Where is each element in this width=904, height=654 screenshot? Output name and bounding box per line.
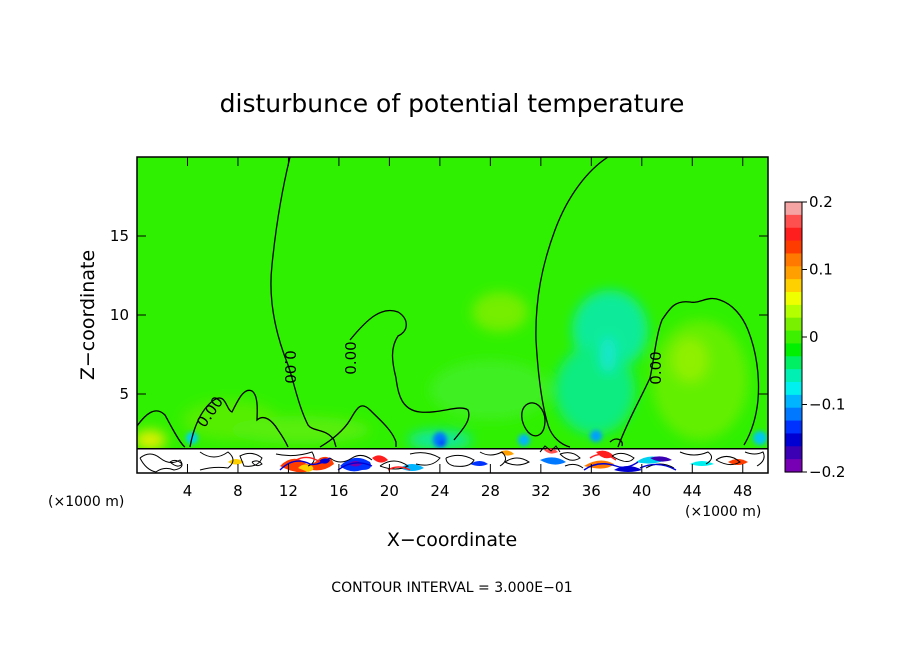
contour-zero-left	[137, 410, 186, 448]
contour-label: 0.00	[647, 351, 665, 384]
x-tick-label: 40	[632, 482, 651, 500]
x-axis-label: X−coordinate	[387, 529, 517, 551]
contour-zero-hook	[319, 405, 397, 448]
colorbar-swatch	[785, 214, 802, 229]
svg-text:0.00: 0.00	[647, 351, 665, 384]
colorbar-swatch	[785, 446, 802, 460]
colorbar-swatch	[785, 227, 802, 242]
y-axis-label: Z−coordinate	[77, 250, 99, 380]
x-tick-label: 48	[733, 482, 752, 500]
x-axis-ticks: 4 8 12 16 20 24 28 32 36 40 44 48	[183, 157, 752, 500]
x-tick-label: 24	[430, 482, 449, 500]
colorbar-swatch	[785, 202, 802, 216]
x-tick-label: 32	[531, 482, 550, 500]
contour-zero-blob-b	[609, 438, 623, 447]
contour-zero-blob-a	[521, 402, 546, 437]
x-tick-label: 44	[683, 482, 702, 500]
chart-title: disturbunce of potential temperature	[220, 89, 685, 118]
colorbar-swatch	[785, 459, 802, 473]
colorbar-swatch	[785, 317, 802, 332]
colorbar-swatch	[785, 382, 802, 396]
colorbar-tick-label: 0.2	[809, 193, 833, 211]
plot-area: 0.00 0.00 0.00 0.00	[137, 157, 768, 473]
colorbar: 0.2 0.1 0 −0.1 −0.2	[784, 193, 845, 481]
x-tick-label: 4	[183, 482, 193, 500]
contour-zero-dome	[270, 157, 337, 448]
y-tick-label: 10	[110, 306, 129, 324]
contour-interval-note: CONTOUR INTERVAL = 3.000E−01	[331, 580, 572, 596]
colorbar-swatch	[785, 253, 802, 267]
colorbar-swatch	[785, 343, 802, 357]
colorbar-swatch	[785, 292, 802, 306]
colorbar-swatch	[785, 433, 802, 447]
x-unit-left: (×1000 m)	[48, 494, 124, 510]
field-anomalies	[137, 290, 748, 450]
x-unit-right: (×1000 m)	[685, 504, 761, 520]
colorbar-tick-label: 0	[809, 328, 819, 346]
x-tick-label: 36	[582, 482, 601, 500]
contour-zero-small	[189, 389, 289, 448]
colorbar-swatch	[785, 304, 802, 319]
svg-text:0.00: 0.00	[281, 350, 299, 383]
x-tick-label: 12	[279, 482, 298, 500]
colorbar-swatch	[785, 407, 802, 422]
contour-label: 0.00	[281, 350, 299, 383]
y-tick-label: 5	[119, 385, 129, 403]
boundary-layer	[137, 445, 768, 473]
colorbar-tick-label: −0.2	[809, 463, 845, 481]
colorbar-tick-label: −0.1	[809, 396, 845, 414]
colorbar-swatch	[785, 369, 802, 383]
y-axis-ticks: 5 10 15	[110, 227, 768, 403]
x-tick-label: 8	[233, 482, 243, 500]
colorbar-swatch	[785, 394, 802, 409]
colorbar-swatch	[785, 420, 802, 435]
y-tick-label: 15	[110, 227, 129, 245]
x-tick-label: 16	[329, 482, 348, 500]
contour-lines	[137, 157, 760, 448]
colorbar-swatch	[785, 330, 802, 345]
y-axis-label-group: Z−coordinate	[77, 250, 99, 380]
contour-label: 0.00	[342, 341, 360, 374]
x-tick-label: 28	[481, 482, 500, 500]
contour-zero-right-dome	[535, 157, 609, 448]
contour-zero-mid	[349, 309, 470, 441]
colorbar-tick-label: 0.1	[809, 261, 833, 279]
colorbar-swatch	[785, 266, 802, 280]
colorbar-swatch	[785, 240, 802, 255]
x-tick-label: 20	[380, 482, 399, 500]
colorbar-swatch	[785, 279, 802, 293]
contour-zero-far-right	[617, 297, 760, 448]
svg-text:0.00: 0.00	[342, 341, 360, 374]
colorbar-swatch	[785, 356, 802, 370]
